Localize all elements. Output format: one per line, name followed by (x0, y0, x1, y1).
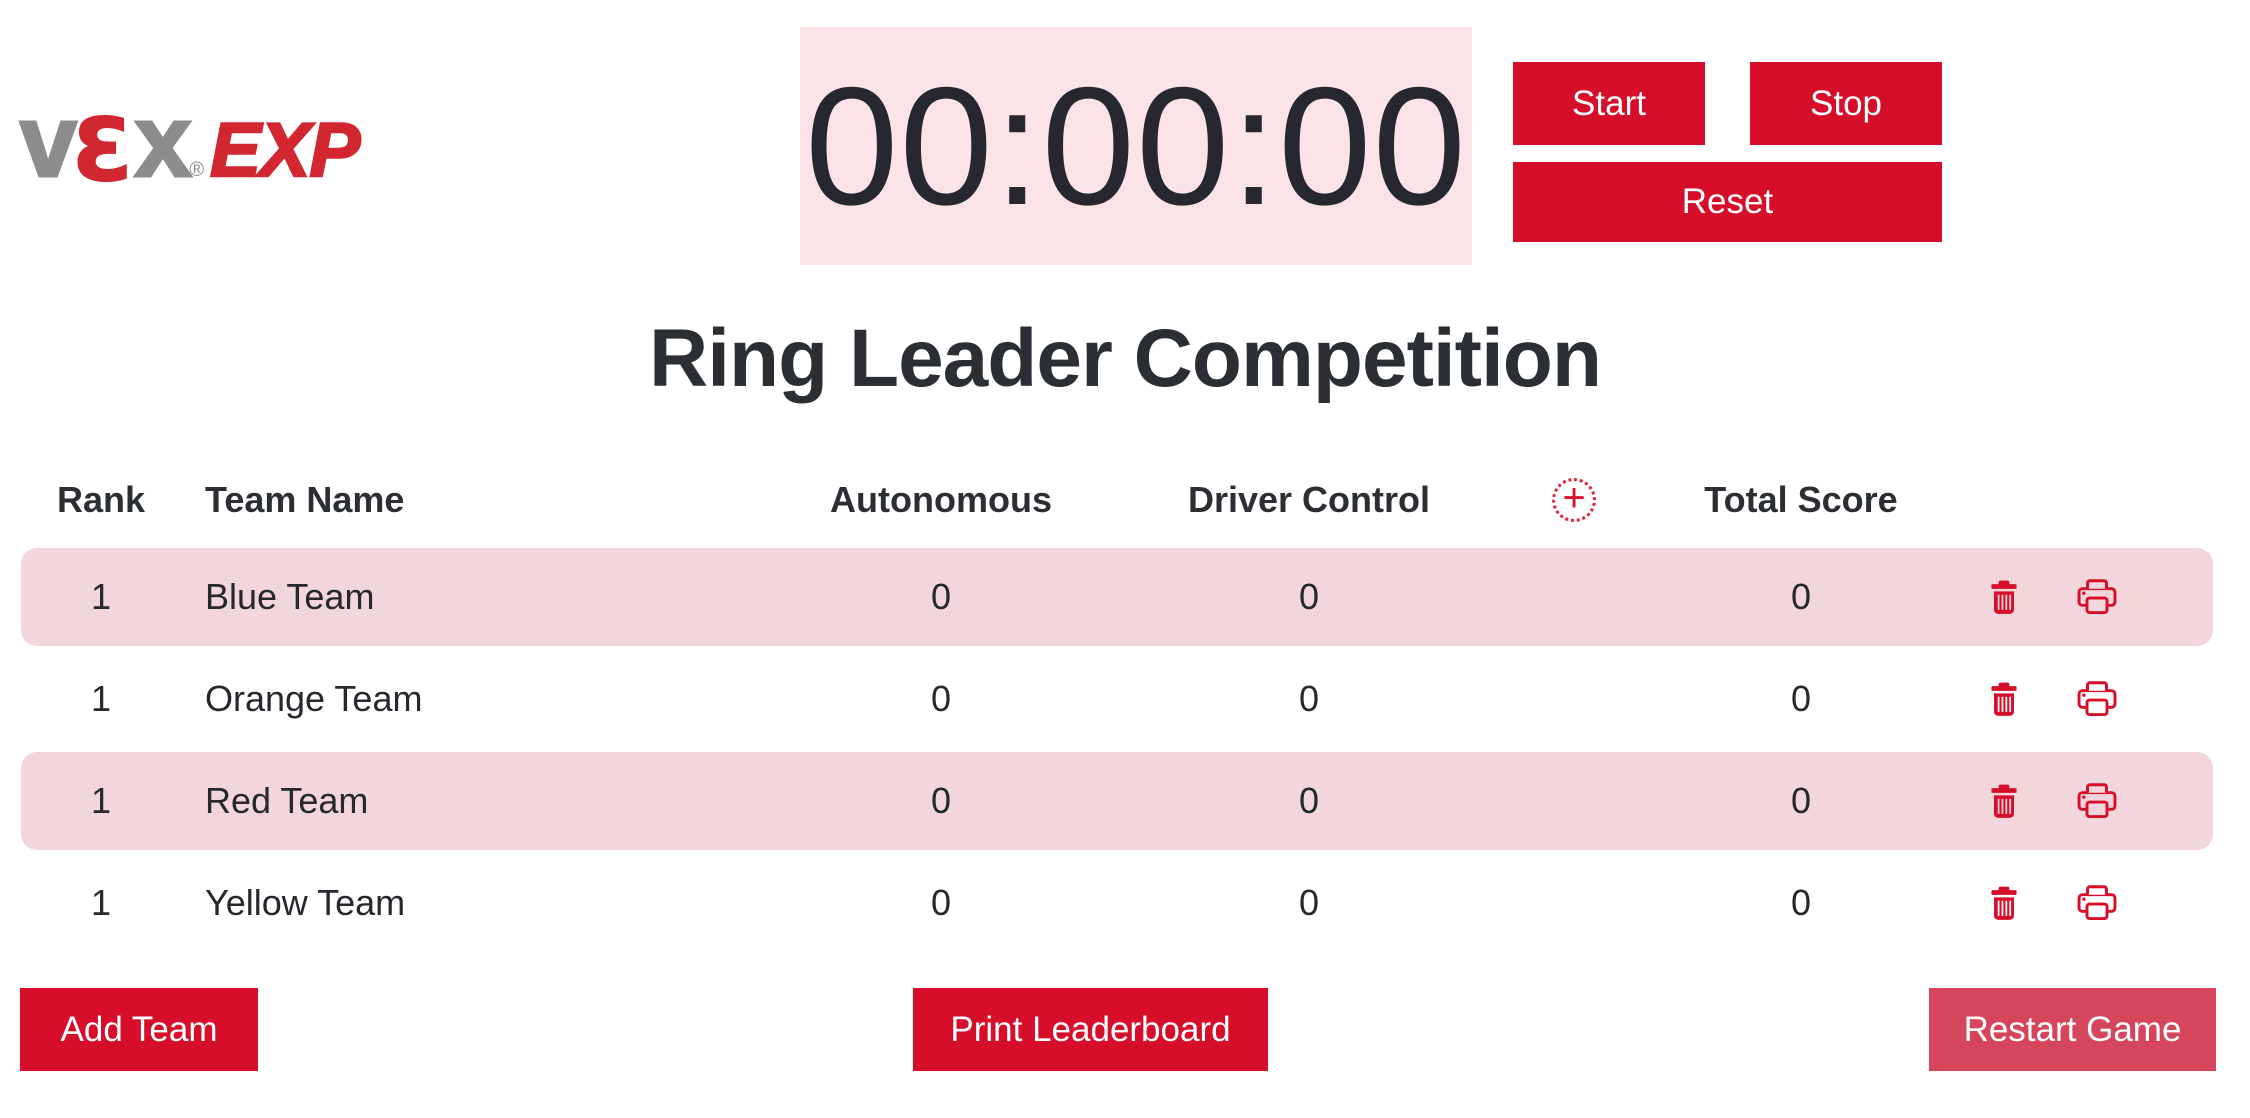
add-column-cell: + (1517, 478, 1631, 522)
page-title: Ring Leader Competition (649, 313, 1602, 404)
autonomous-score-cell: 0 (930, 678, 952, 719)
registered-trademark-icon: ® (189, 159, 205, 181)
printer-icon (2077, 783, 2117, 819)
logo-letter-x: x (133, 84, 193, 199)
print-team-button[interactable] (2076, 782, 2118, 820)
trash-icon (1991, 886, 2017, 920)
driver-score-cell: 0 (1298, 576, 1320, 617)
printer-icon (2077, 681, 2117, 717)
timer-display-box: 00:00:00 (800, 27, 1472, 265)
rank-cell: 1 (90, 576, 112, 617)
header-total-score: Total Score (1704, 479, 1898, 520)
team-name-cell: Yellow Team (205, 882, 406, 923)
delete-team-button[interactable] (1988, 578, 2020, 616)
header-driver-control: Driver Control (1187, 479, 1431, 520)
table-row: 1 Blue Team 0 0 0 (21, 548, 2213, 646)
add-team-button[interactable]: Add Team (20, 988, 258, 1071)
logo-exp-text: EXP (209, 107, 362, 193)
print-team-button[interactable] (2076, 884, 2118, 922)
header-team-name: Team Name (205, 479, 405, 520)
trash-icon (1991, 580, 2017, 614)
rank-cell: 1 (90, 882, 112, 923)
table-row: 1 Red Team 0 0 0 (21, 752, 2213, 850)
plus-glyph: + (1562, 476, 1586, 520)
total-score-cell: 0 (1790, 780, 1812, 821)
driver-score-cell: 0 (1298, 780, 1320, 821)
printer-icon (2077, 579, 2117, 615)
rank-cell: 1 (90, 678, 112, 719)
print-leaderboard-button[interactable]: Print Leaderboard (913, 988, 1268, 1071)
driver-score-cell: 0 (1298, 882, 1320, 923)
logo-letter-v: v (19, 84, 79, 199)
driver-score-cell: 0 (1298, 678, 1320, 719)
vex-exp-logo: v Ɛ x ® EXP (19, 84, 362, 199)
team-name-cell: Orange Team (205, 678, 423, 719)
table-row: 1 Orange Team 0 0 0 (21, 650, 2213, 748)
delete-team-button[interactable] (1988, 782, 2020, 820)
rank-cell: 1 (90, 780, 112, 821)
total-score-cell: 0 (1790, 678, 1812, 719)
print-team-button[interactable] (2076, 680, 2118, 718)
trash-icon (1991, 784, 2017, 818)
restart-game-button[interactable]: Restart Game (1929, 988, 2216, 1071)
reset-button[interactable]: Reset (1513, 162, 1942, 242)
leaderboard-header: Rank Team Name Autonomous Driver Control… (21, 460, 2213, 540)
team-name-cell: Red Team (205, 780, 369, 821)
start-button[interactable]: Start (1513, 62, 1705, 145)
trash-icon (1991, 682, 2017, 716)
header-autonomous: Autonomous (830, 479, 1052, 520)
delete-team-button[interactable] (1988, 680, 2020, 718)
team-name-cell: Blue Team (205, 576, 375, 617)
print-team-button[interactable] (2076, 578, 2118, 616)
printer-icon (2077, 885, 2117, 921)
leaderboard-rows: 1 Blue Team 0 0 0 (21, 548, 2213, 956)
total-score-cell: 0 (1790, 882, 1812, 923)
header-rank: Rank (56, 479, 146, 520)
delete-team-button[interactable] (1988, 884, 2020, 922)
autonomous-score-cell: 0 (930, 576, 952, 617)
autonomous-score-cell: 0 (930, 882, 952, 923)
autonomous-score-cell: 0 (930, 780, 952, 821)
total-score-cell: 0 (1790, 576, 1812, 617)
stop-button[interactable]: Stop (1750, 62, 1942, 145)
timer-value: 00:00:00 (805, 51, 1467, 240)
add-column-plus-icon[interactable]: + (1552, 478, 1596, 522)
table-row: 1 Yellow Team 0 0 0 (21, 854, 2213, 952)
logo-letter-epsilon: Ɛ (72, 101, 134, 201)
